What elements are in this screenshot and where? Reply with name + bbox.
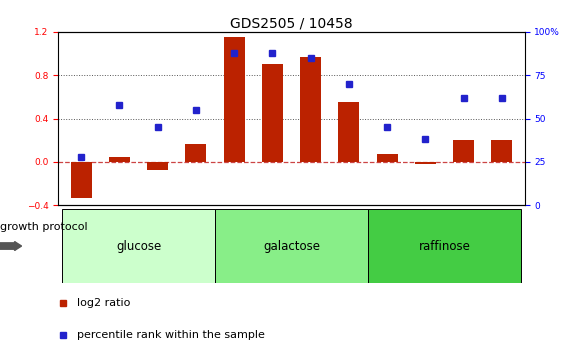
Bar: [377, 154, 398, 162]
Bar: [224, 37, 245, 162]
Text: raffinose: raffinose: [419, 240, 470, 252]
Text: log2 ratio: log2 ratio: [77, 298, 131, 308]
Bar: [262, 64, 283, 162]
Bar: [185, 143, 206, 162]
Bar: [109, 156, 130, 162]
Bar: [147, 162, 168, 170]
Bar: [71, 162, 92, 198]
Bar: [453, 140, 474, 162]
Title: GDS2505 / 10458: GDS2505 / 10458: [230, 17, 353, 31]
Bar: [338, 102, 359, 162]
Text: percentile rank within the sample: percentile rank within the sample: [77, 330, 265, 339]
Text: galactose: galactose: [263, 240, 320, 252]
Text: glucose: glucose: [116, 240, 161, 252]
Bar: [368, 209, 521, 283]
Text: growth protocol: growth protocol: [0, 222, 87, 232]
Bar: [415, 162, 436, 164]
Bar: [62, 209, 215, 283]
Bar: [491, 140, 512, 162]
Bar: [215, 209, 368, 283]
Bar: [300, 57, 321, 162]
